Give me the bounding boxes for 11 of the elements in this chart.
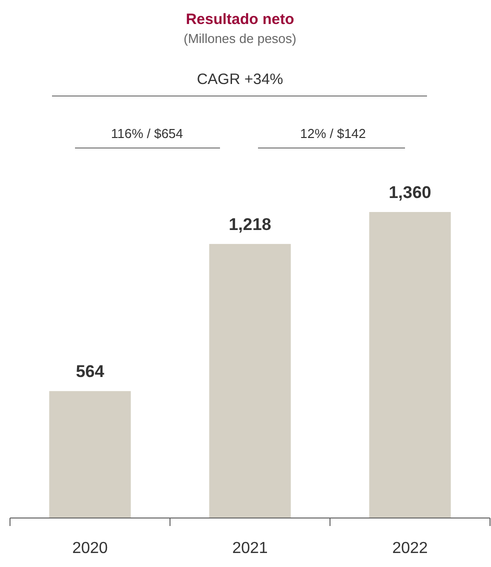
data-label: 564 [76, 362, 105, 382]
text: 12% / $142 [300, 126, 366, 141]
x-tick-label: 2022 [392, 540, 428, 557]
text: 116% / $654 [110, 126, 184, 141]
data-label: 1,218 [228, 214, 272, 234]
x-tick-label: 2020 [72, 540, 108, 557]
data-label: 1,360 [388, 183, 432, 202]
chart-subtitle: (Millones de pesos) [184, 31, 296, 46]
text: CAGR +34% [196, 71, 284, 88]
x-tick-label: 2021 [232, 540, 268, 557]
chart-title: Resultado neto [186, 11, 294, 28]
